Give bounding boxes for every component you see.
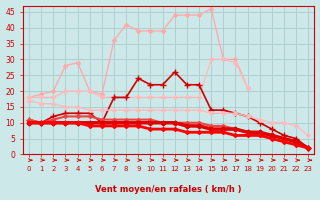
X-axis label: Vent moyen/en rafales ( km/h ): Vent moyen/en rafales ( km/h ) — [95, 185, 242, 194]
